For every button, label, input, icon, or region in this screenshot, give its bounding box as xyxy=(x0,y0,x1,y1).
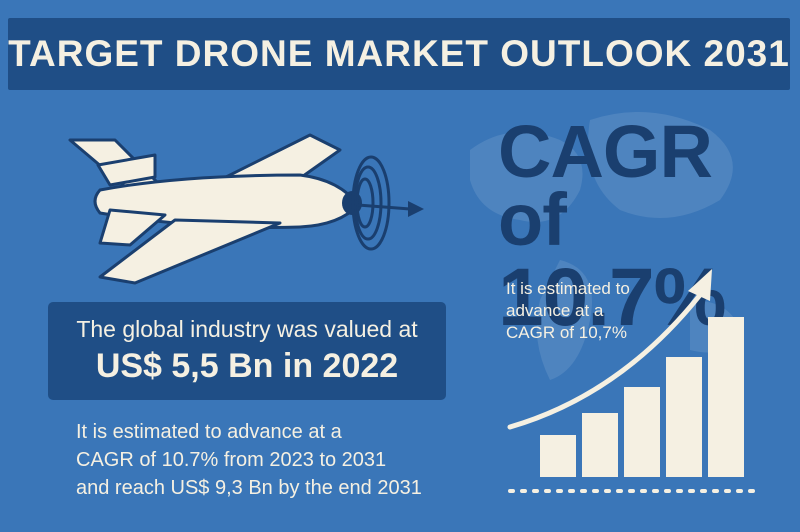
cagr-note-line: advance at a xyxy=(506,301,604,320)
cagr-value: 10.7% xyxy=(498,252,727,343)
cagr-note-line: CAGR of 10,7% xyxy=(506,323,627,342)
valuation-amount: US$ 5,5 Bn in 2022 xyxy=(95,347,399,385)
valuation-box: The global industry was valued at US$ 5,… xyxy=(48,302,446,400)
growth-bar xyxy=(540,435,576,477)
valuation-label: The global industry was valued at xyxy=(76,316,418,342)
cagr-note-line: It is estimated to xyxy=(506,279,630,298)
title-banner: TARGET DRONE MARKET OUTLOOK 2031 xyxy=(8,18,790,90)
forecast-description: It is estimated to advance at a CAGR of … xyxy=(76,418,476,502)
growth-bar xyxy=(708,317,744,477)
growth-bar xyxy=(666,357,702,477)
cagr-note: It is estimated to advance at a CAGR of … xyxy=(506,278,676,344)
description-line: and reach US$ 9,3 Bn by the end 2031 xyxy=(76,477,422,499)
growth-bar xyxy=(582,413,618,477)
growth-chart-icon xyxy=(507,269,764,493)
page-title: TARGET DRONE MARKET OUTLOOK 2031 xyxy=(8,33,790,74)
growth-bar xyxy=(624,387,660,477)
cagr-heading: CAGR of 10.7% xyxy=(498,110,738,343)
drone-icon xyxy=(68,133,424,285)
description-line: It is estimated to advance at a xyxy=(76,421,342,443)
cagr-label: CAGR of xyxy=(498,110,713,261)
description-line: CAGR of 10.7% from 2023 to 2031 xyxy=(76,449,387,471)
